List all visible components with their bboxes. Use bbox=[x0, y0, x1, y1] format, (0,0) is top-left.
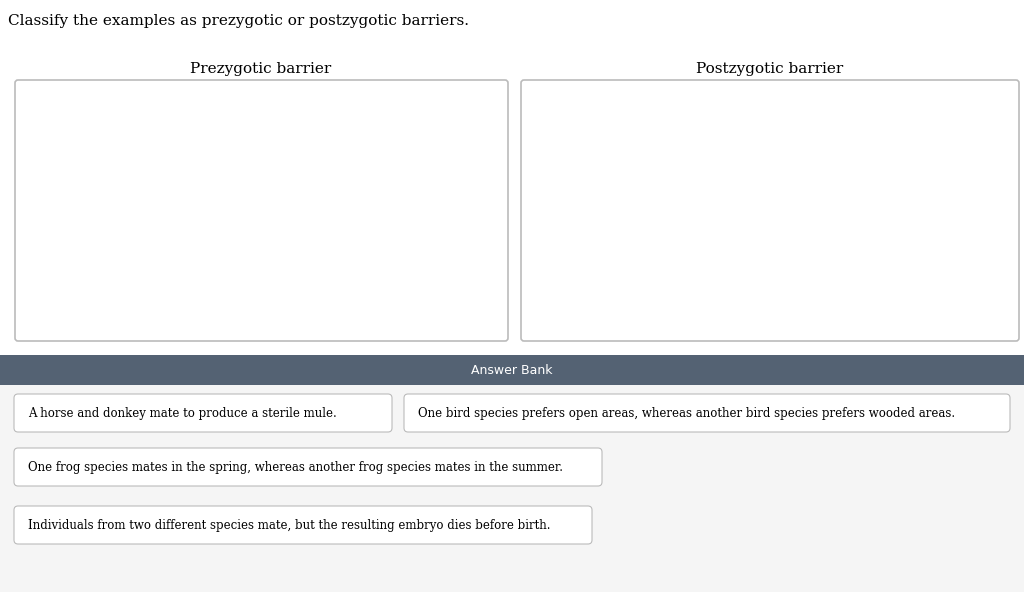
FancyBboxPatch shape bbox=[14, 448, 602, 486]
Text: Classify the examples as prezygotic or postzygotic barriers.: Classify the examples as prezygotic or p… bbox=[8, 14, 469, 28]
FancyBboxPatch shape bbox=[14, 394, 392, 432]
Text: One bird species prefers open areas, whereas another bird species prefers wooded: One bird species prefers open areas, whe… bbox=[418, 407, 955, 420]
Text: Postzygotic barrier: Postzygotic barrier bbox=[696, 62, 844, 76]
FancyBboxPatch shape bbox=[404, 394, 1010, 432]
FancyBboxPatch shape bbox=[14, 506, 592, 544]
Text: A horse and donkey mate to produce a sterile mule.: A horse and donkey mate to produce a ste… bbox=[28, 407, 337, 420]
FancyBboxPatch shape bbox=[15, 80, 508, 341]
Text: Individuals from two different species mate, but the resulting embryo dies befor: Individuals from two different species m… bbox=[28, 519, 551, 532]
Bar bbox=[0, 0, 1024, 355]
Bar bbox=[0, 355, 1024, 592]
Bar bbox=[0, 355, 1024, 385]
Text: One frog species mates in the spring, whereas another frog species mates in the : One frog species mates in the spring, wh… bbox=[28, 461, 563, 474]
Text: Answer Bank: Answer Bank bbox=[471, 363, 553, 377]
FancyBboxPatch shape bbox=[521, 80, 1019, 341]
Text: Prezygotic barrier: Prezygotic barrier bbox=[190, 62, 332, 76]
